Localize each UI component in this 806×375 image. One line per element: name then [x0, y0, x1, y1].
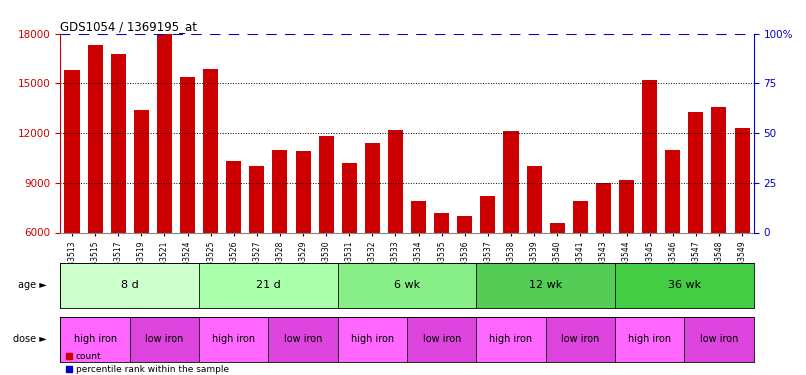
Bar: [318, 136, 334, 332]
Bar: [199, 317, 268, 362]
Bar: [64, 70, 80, 332]
Text: low iron: low iron: [422, 334, 461, 344]
Bar: [688, 112, 704, 332]
Bar: [546, 317, 615, 362]
Bar: [338, 317, 407, 362]
Bar: [60, 262, 199, 308]
Bar: [642, 80, 657, 332]
Bar: [199, 262, 338, 308]
Bar: [476, 317, 546, 362]
Bar: [407, 317, 476, 362]
Text: 12 wk: 12 wk: [529, 280, 563, 290]
Text: dose ►: dose ►: [13, 334, 47, 344]
Bar: [342, 163, 357, 332]
Bar: [573, 201, 588, 332]
Bar: [665, 150, 680, 332]
Text: low iron: low iron: [561, 334, 600, 344]
Text: high iron: high iron: [212, 334, 256, 344]
Bar: [388, 130, 403, 332]
Text: low iron: low iron: [284, 334, 322, 344]
Bar: [476, 262, 615, 308]
Bar: [734, 128, 750, 332]
Bar: [134, 110, 149, 332]
Bar: [615, 317, 684, 362]
Text: low iron: low iron: [700, 334, 738, 344]
Bar: [157, 30, 172, 332]
Text: GDS1054 / 1369195_at: GDS1054 / 1369195_at: [60, 20, 197, 33]
Bar: [268, 317, 338, 362]
Bar: [684, 317, 754, 362]
Text: 6 wk: 6 wk: [394, 280, 420, 290]
Text: 21 d: 21 d: [256, 280, 280, 290]
Text: high iron: high iron: [628, 334, 671, 344]
Legend: count, percentile rank within the sample: count, percentile rank within the sample: [65, 352, 229, 374]
Bar: [249, 166, 264, 332]
Bar: [365, 143, 380, 332]
Bar: [596, 183, 611, 332]
Bar: [434, 213, 449, 332]
Bar: [296, 152, 310, 332]
Bar: [615, 262, 754, 308]
Bar: [411, 201, 426, 332]
Bar: [504, 132, 518, 332]
Text: age ►: age ►: [18, 280, 47, 290]
Text: 8 d: 8 d: [121, 280, 139, 290]
Bar: [88, 45, 102, 332]
Bar: [338, 262, 476, 308]
Text: high iron: high iron: [73, 334, 117, 344]
Bar: [457, 216, 472, 332]
Bar: [712, 106, 726, 332]
Text: high iron: high iron: [351, 334, 394, 344]
Bar: [272, 150, 288, 332]
Bar: [203, 69, 218, 332]
Text: low iron: low iron: [145, 334, 184, 344]
Bar: [550, 223, 565, 332]
Text: 36 wk: 36 wk: [667, 280, 701, 290]
Bar: [60, 317, 130, 362]
Bar: [226, 161, 241, 332]
Bar: [130, 317, 199, 362]
Bar: [110, 54, 126, 332]
Bar: [180, 77, 195, 332]
Bar: [619, 180, 634, 332]
Bar: [526, 166, 542, 332]
Text: high iron: high iron: [489, 334, 533, 344]
Bar: [480, 196, 496, 332]
